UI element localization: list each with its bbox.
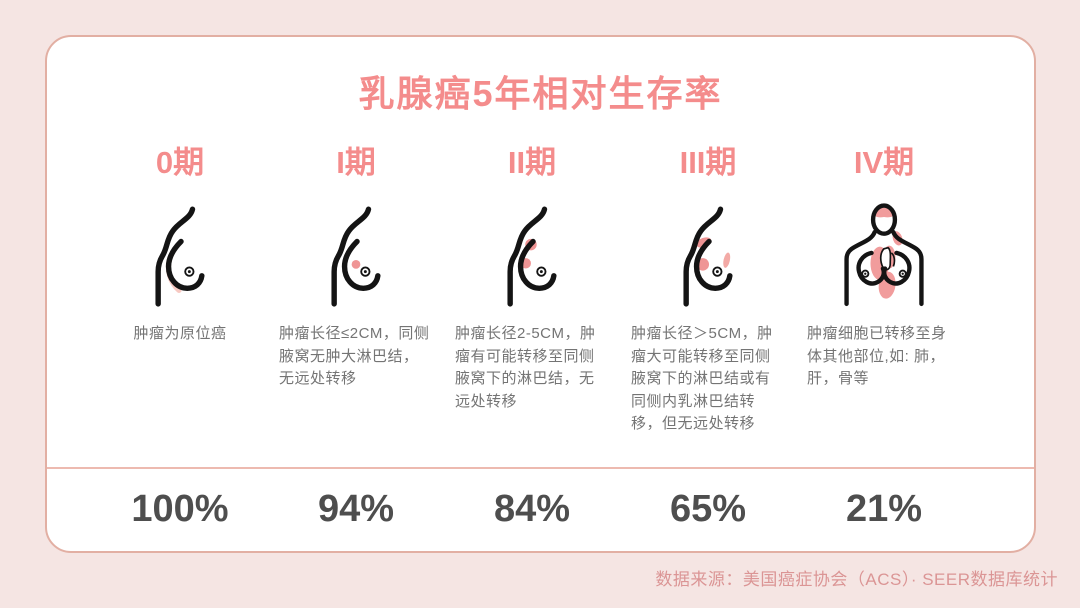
breast-stage-3-icon (683, 206, 733, 307)
survival-rate-card: 乳腺癌5年相对生存率 0期 肿瘤为原位癌 I期 (45, 35, 1036, 553)
stage-icon-wrap (656, 197, 760, 313)
breast-stage-2-icon (507, 206, 557, 307)
survival-rate-value: 65% (669, 488, 747, 530)
stage-columns: 0期 肿瘤为原位癌 I期 (92, 137, 972, 436)
stage-label: IV期 (853, 145, 915, 180)
stage-label: III期 (679, 145, 737, 180)
breast-stage-0-icon (155, 206, 205, 307)
survival-rates-row: 100% 94% 84% 65% 21% (92, 483, 972, 535)
stage-icon-wrap (832, 197, 936, 313)
stage-column-4: IV期 (796, 137, 972, 436)
stage-column-0: 0期 肿瘤为原位癌 (92, 137, 268, 436)
stage-icon-wrap (128, 197, 232, 313)
survival-rate-value: 94% (317, 488, 395, 530)
stage-column-3: III期 肿瘤长径＞5CM，肿瘤大可能转移至同侧腋窝下的淋巴结或有同侧内乳淋巴结… (620, 137, 796, 436)
data-source: 数据来源：美国癌症协会（ACS）· SEER数据库统计 (655, 570, 1058, 589)
survival-rate-value: 84% (493, 488, 571, 530)
stage-label: 0期 (155, 145, 205, 180)
stage-label: I期 (336, 145, 376, 180)
stage-description: 肿瘤细胞已转移至身体其他部位,如: 肺，肝，骨等 (807, 325, 947, 387)
stage-icon-wrap (480, 197, 584, 313)
body-metastasis-icon (844, 203, 924, 307)
stage-description: 肿瘤长径≤2CM，同侧腋窝无肿大淋巴结，无远处转移 (279, 325, 430, 387)
divider-line (47, 467, 1034, 469)
stage-description: 肿瘤长径2-5CM，肿瘤有可能转移至同侧腋窝下的淋巴结，无远处转移 (455, 325, 596, 410)
stage-column-1: I期 肿瘤长径≤2CM，同侧腋窝无肿大淋巴结，无远处转移 (268, 137, 444, 436)
stage-description: 肿瘤长径＞5CM，肿瘤大可能转移至同侧腋窝下的淋巴结或有同侧内乳淋巴结转移，但无… (631, 325, 773, 432)
stage-icon-wrap (304, 197, 408, 313)
stage-column-2: II期 肿瘤长径2-5CM，肿瘤有可能转移至同侧腋窝下的淋巴结，无远处转移 (444, 137, 620, 436)
stage-label: II期 (507, 145, 557, 180)
page-title: 乳腺癌5年相对生存率 (358, 73, 723, 114)
survival-rate-value: 100% (131, 488, 229, 530)
breast-stage-1-icon (331, 206, 381, 307)
survival-rate-value: 21% (845, 488, 923, 530)
stage-description: 肿瘤为原位癌 (133, 325, 227, 342)
